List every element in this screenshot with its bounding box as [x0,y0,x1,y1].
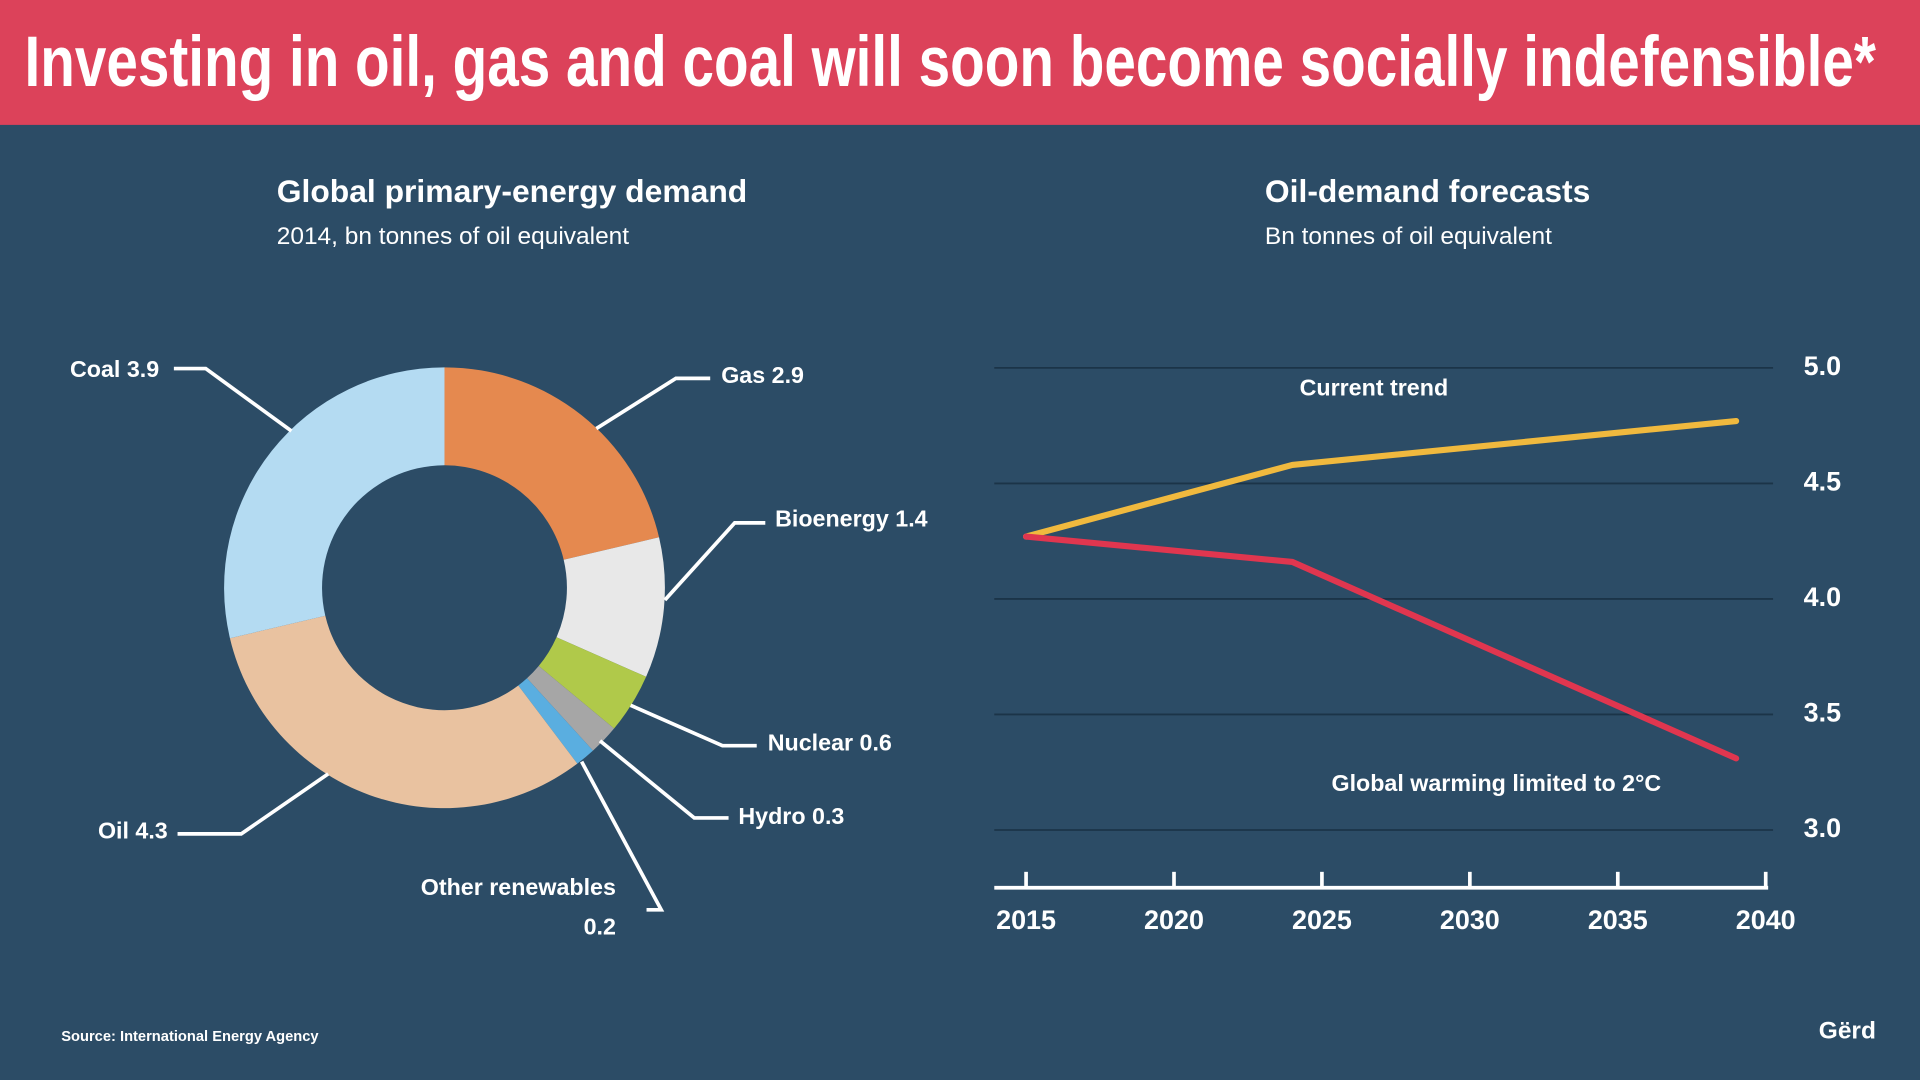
y-tick-label: 4.0 [1804,582,1841,612]
x-tick-label: 2015 [996,905,1056,935]
slice-label: Coal [70,356,120,382]
slice-label-group: Bioenergy 1.4 [775,506,928,532]
slice-value: 3.9 [127,356,159,382]
slice-value: 2.9 [772,362,804,388]
leader-line [663,521,766,602]
leader-line [598,739,729,820]
leader-line [629,703,757,748]
slice-value: 1.4 [895,506,927,532]
series-line [1023,417,1740,540]
slice-value: 0.6 [860,730,892,756]
slice-label: Gas [721,362,765,388]
y-tick-label: 4.5 [1804,467,1841,497]
y-tick-label: 5.0 [1804,351,1841,381]
x-tick-label: 2040 [1736,905,1796,935]
x-tick-label: 2035 [1588,905,1648,935]
donut-slice [224,367,445,639]
series-line [1023,533,1740,762]
header-band [0,0,1920,125]
leader-line [173,366,293,433]
slice-value: 0.2 [584,913,616,939]
slice-label-group: Nuclear 0.6 [768,730,892,756]
page-title: Investing in oil, gas and coal will soon… [24,23,1876,102]
series-label: Global warming limited to 2°C [1331,770,1661,796]
logo: Gërd [1819,1018,1876,1045]
donut-slice [526,665,615,751]
x-tick-label: 2030 [1440,905,1500,935]
donut-slice [518,678,593,764]
slice-label: Nuclear [768,730,853,756]
slice-label: Hydro [738,803,805,829]
slice-value: 4.3 [135,818,167,844]
chart-subtitle: 2014, bn tonnes of oil equivalent [277,223,630,250]
leader-line [580,760,665,912]
series-label: Current trend [1300,375,1449,401]
donut-slice [229,615,578,809]
slice-label-group: Gas 2.9 [721,362,804,388]
slice-label-group: Oil 4.3 [98,818,168,844]
slice-label: Bioenergy [775,506,889,532]
x-tick-label: 2025 [1292,905,1352,935]
slice-label: Other renewables [421,874,616,900]
donut-slice [444,367,660,560]
y-tick-label: 3.5 [1804,698,1841,728]
slice-label-group: Coal 3.9 [70,356,159,382]
slice-value: 0.3 [812,803,844,829]
donut-slice [556,537,665,677]
donut-slice [538,637,647,729]
chart-title: Global primary-energy demand [277,173,747,209]
leader-line [177,772,330,836]
chart-title: Oil-demand forecasts [1265,173,1590,209]
leader-line [595,376,711,431]
x-tick-label: 2020 [1144,905,1204,935]
slice-label-group: Hydro 0.3 [738,803,844,829]
slice-label: Oil [98,818,129,844]
source-note: Source: International Energy Agency [61,1029,319,1045]
y-tick-label: 3.0 [1804,813,1841,843]
chart-subtitle: Bn tonnes of oil equivalent [1265,223,1552,250]
